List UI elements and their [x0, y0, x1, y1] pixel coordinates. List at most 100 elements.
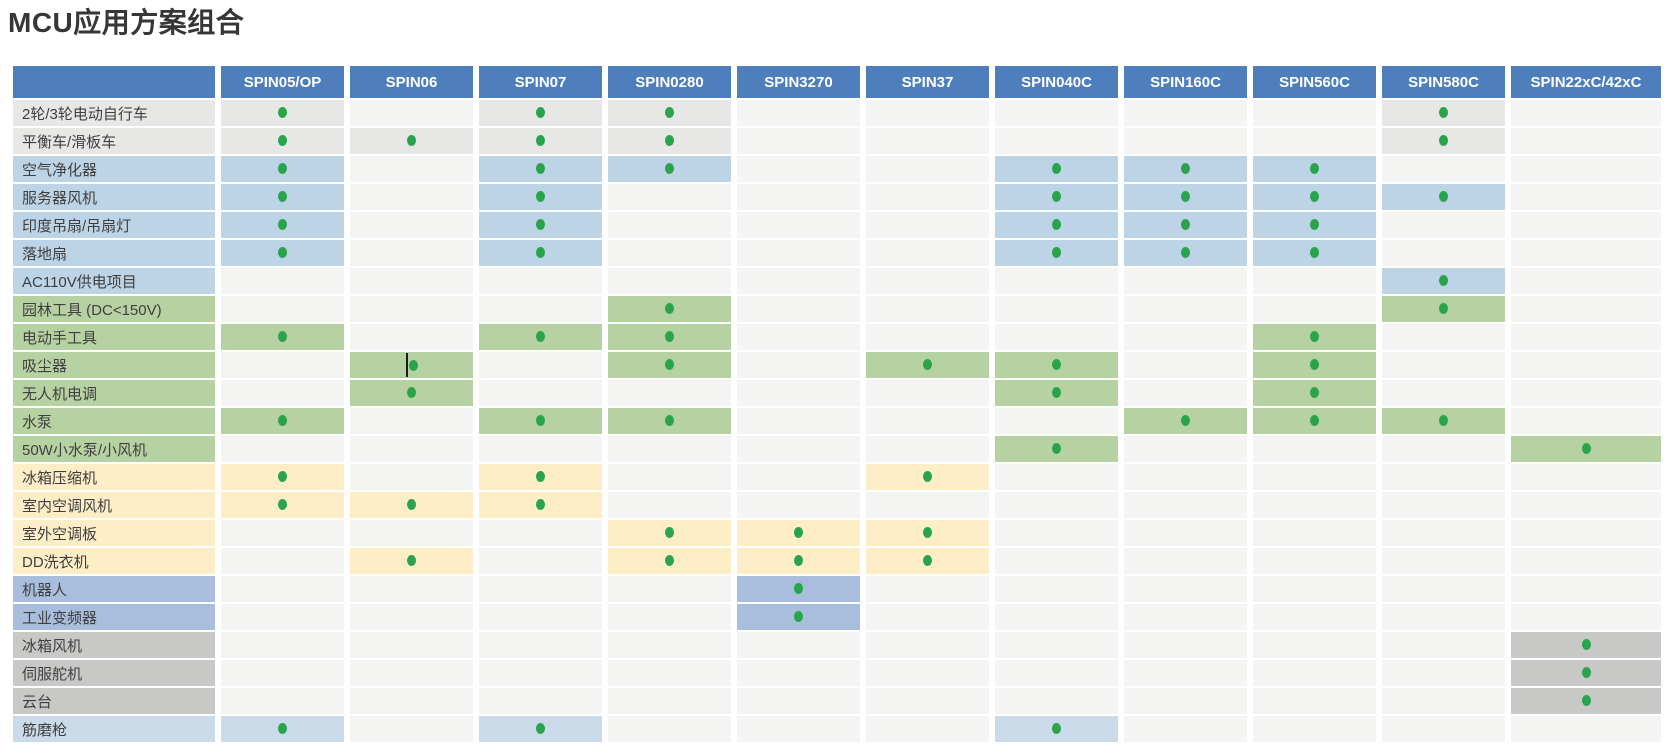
row-label: AC110V供电项目 — [13, 268, 215, 294]
dot-icon — [278, 331, 287, 343]
matrix-cell — [866, 716, 989, 742]
dot-icon — [794, 583, 803, 595]
matrix-cell — [608, 268, 731, 294]
matrix-cell — [608, 380, 731, 406]
matrix-cell — [608, 520, 731, 546]
matrix-cell — [1253, 688, 1376, 714]
matrix-cell — [995, 156, 1118, 182]
col-header: SPIN580C — [1382, 66, 1505, 98]
dot-icon — [536, 163, 545, 175]
matrix-cell — [350, 212, 473, 238]
matrix-cell — [737, 156, 860, 182]
matrix-cell — [1382, 268, 1505, 294]
dot-icon — [407, 555, 416, 567]
matrix-cell — [1124, 576, 1247, 602]
row-label: 云台 — [13, 688, 215, 714]
matrix-cell — [1382, 240, 1505, 266]
row-label: 筋磨枪 — [13, 716, 215, 742]
matrix-cell — [995, 520, 1118, 546]
mcu-matrix-table: SPIN05/OP SPIN06 SPIN07 SPIN0280 SPIN3270 SPI… — [7, 64, 1667, 744]
table-row: 印度吊扇/吊扇灯 — [13, 212, 1661, 238]
matrix-cell — [221, 352, 344, 378]
header-row: SPIN05/OP SPIN06 SPIN07 SPIN0280 SPIN3270 SPI… — [13, 66, 1661, 98]
table-row: 服务器风机 — [13, 184, 1661, 210]
matrix-cell — [1253, 408, 1376, 434]
matrix-cell — [221, 240, 344, 266]
matrix-cell — [1382, 296, 1505, 322]
matrix-cell — [737, 268, 860, 294]
matrix-cell — [1253, 632, 1376, 658]
dot-icon — [278, 135, 287, 147]
matrix-cell — [866, 212, 989, 238]
matrix-cell — [221, 156, 344, 182]
dot-icon — [278, 163, 287, 175]
matrix-cell — [479, 100, 602, 126]
dot-icon — [278, 219, 287, 231]
matrix-cell — [608, 324, 731, 350]
table-row: 电动手工具 — [13, 324, 1661, 350]
matrix-cell — [1253, 240, 1376, 266]
dot-icon — [794, 611, 803, 623]
matrix-cell — [608, 716, 731, 742]
matrix-cell — [221, 408, 344, 434]
dot-icon — [407, 135, 416, 147]
matrix-cell — [479, 352, 602, 378]
matrix-cell — [1382, 576, 1505, 602]
matrix-cell — [995, 212, 1118, 238]
matrix-cell — [350, 156, 473, 182]
matrix-cell — [737, 212, 860, 238]
matrix-cell — [221, 380, 344, 406]
dot-icon — [407, 387, 416, 399]
matrix-cell — [479, 212, 602, 238]
matrix-cell — [866, 100, 989, 126]
row-label: 室内空调风机 — [13, 492, 215, 518]
dot-icon — [1310, 359, 1319, 371]
dot-icon — [1052, 359, 1061, 371]
dot-icon — [1581, 443, 1591, 455]
matrix-cell — [866, 380, 989, 406]
col-header: SPIN07 — [479, 66, 602, 98]
row-label: 落地扇 — [13, 240, 215, 266]
dot-icon — [536, 415, 545, 427]
matrix-cell — [608, 212, 731, 238]
matrix-cell — [608, 688, 731, 714]
matrix-cell — [995, 352, 1118, 378]
matrix-cell — [1253, 660, 1376, 686]
matrix-cell — [1382, 716, 1505, 742]
row-label: 2轮/3轮电动自行车 — [13, 100, 215, 126]
matrix-cell — [350, 100, 473, 126]
matrix-cell — [1253, 128, 1376, 154]
dot-icon — [1439, 303, 1448, 315]
matrix-cell — [1382, 184, 1505, 210]
matrix-cell — [479, 240, 602, 266]
matrix-cell — [221, 296, 344, 322]
matrix-cell — [1511, 240, 1661, 266]
table-row: DD洗衣机 — [13, 548, 1661, 574]
matrix-cell — [737, 716, 860, 742]
dot-icon — [665, 527, 674, 539]
row-label: 冰箱压缩机 — [13, 464, 215, 490]
matrix-cell — [737, 576, 860, 602]
matrix-cell — [866, 632, 989, 658]
matrix-cell — [1511, 156, 1661, 182]
matrix-cell — [1253, 576, 1376, 602]
matrix-cell — [350, 604, 473, 630]
matrix-cell — [350, 520, 473, 546]
matrix-cell — [1124, 352, 1247, 378]
matrix-cell — [608, 604, 731, 630]
dot-icon — [1052, 387, 1061, 399]
matrix-cell — [1124, 128, 1247, 154]
dot-icon — [1181, 247, 1190, 259]
matrix-cell — [737, 548, 860, 574]
matrix-cell — [1253, 492, 1376, 518]
matrix-cell — [737, 352, 860, 378]
dot-icon — [536, 471, 545, 483]
matrix-cell — [1382, 436, 1505, 462]
matrix-cell — [1124, 436, 1247, 462]
matrix-cell — [737, 296, 860, 322]
matrix-cell — [221, 324, 344, 350]
row-label: 机器人 — [13, 576, 215, 602]
matrix-cell — [1253, 184, 1376, 210]
matrix-cell — [1511, 352, 1661, 378]
